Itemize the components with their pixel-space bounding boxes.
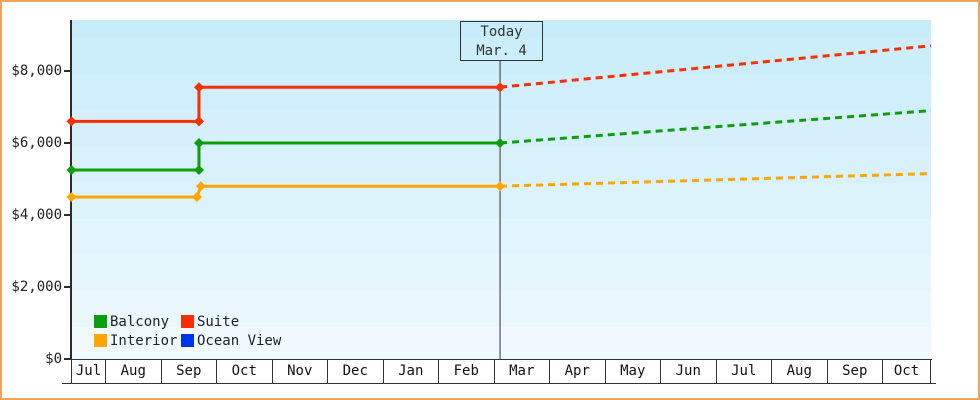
legend-swatch-icon-interior [94, 334, 107, 347]
month-cell-feb-7: Feb [439, 360, 495, 383]
legend-swatch-icon-suite [181, 315, 194, 328]
legend-row: Balcony Suite [94, 312, 268, 331]
legend-row: Interior Ocean View [94, 331, 281, 350]
legend-item-interior: Interior [94, 333, 181, 349]
month-cell-sep-14: Sep [827, 360, 883, 383]
y-tick-mark [64, 214, 71, 216]
month-cell-mar-8: Mar [494, 360, 550, 383]
month-cell-jul-0: Jul [71, 360, 106, 383]
legend-label-ocean-view: Ocean View [197, 332, 282, 349]
legend-swatch-icon-balcony [94, 315, 107, 328]
month-cell-nov-4: Nov [272, 360, 328, 383]
month-cell-apr-9: Apr [550, 360, 606, 383]
y-tick-mark [64, 70, 71, 72]
y-axis [70, 20, 72, 360]
x-axis-line [70, 359, 932, 360]
month-cell-oct-3: Oct [217, 360, 273, 383]
y-tick-label-2000: $2,000 [11, 279, 62, 295]
month-cell-aug-13: Aug [772, 360, 828, 383]
y-tick-mark [64, 286, 71, 288]
month-cell-dec-5: Dec [328, 360, 384, 383]
y-tick-label-8000: $8,000 [11, 63, 62, 79]
legend-item-suite: Suite [181, 314, 268, 330]
month-cell-jul-12: Jul [716, 360, 772, 383]
today-date: Mar. 4 [476, 43, 527, 59]
plot-area [72, 20, 931, 359]
legend-label-interior: Interior [110, 332, 178, 349]
y-tick-label-6000: $6,000 [11, 135, 62, 151]
legend-label-suite: Suite [197, 313, 240, 330]
today-annotation: Today Mar. 4 [460, 21, 543, 61]
month-cell-aug-1: Aug [106, 360, 162, 383]
legend-swatch-icon-ocean-view [181, 334, 194, 347]
y-tick-mark [64, 358, 71, 360]
month-cell-may-10: May [605, 360, 661, 383]
month-cell-jun-11: Jun [661, 360, 717, 383]
legend-item-ocean-view: Ocean View [181, 333, 281, 349]
month-cell-oct-15: Oct [883, 360, 931, 383]
y-tick-label-0: $0 [45, 351, 62, 367]
today-label: Today [480, 24, 523, 40]
legend-item-balcony: Balcony [94, 314, 181, 330]
legend: Balcony Suite Interior Ocean View [94, 312, 281, 350]
y-tick-mark [64, 142, 71, 144]
month-cell-jan-6: Jan [383, 360, 439, 383]
legend-label-balcony: Balcony [110, 313, 170, 330]
month-cell-sep-2: Sep [161, 360, 217, 383]
x-axis-bottom-line [62, 383, 936, 384]
y-tick-label-4000: $4,000 [11, 207, 62, 223]
